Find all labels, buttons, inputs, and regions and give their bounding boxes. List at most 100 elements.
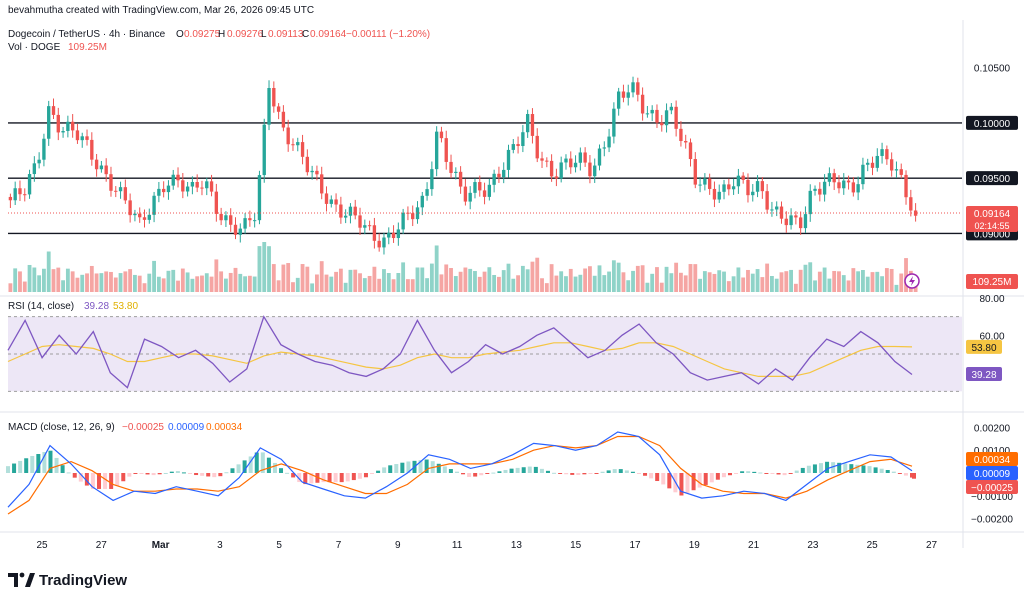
macd-histogram-bar: [442, 466, 447, 473]
candle-body: [631, 82, 635, 93]
macd-histogram-bar: [163, 472, 168, 474]
volume-bar: [65, 268, 70, 292]
volume-bar: [156, 276, 161, 292]
candle-body: [468, 192, 472, 202]
volume-bar: [32, 267, 37, 292]
macd-histogram-bar: [539, 468, 544, 473]
price-tick-label: 0.09000: [974, 229, 1011, 240]
candle-body: [909, 197, 913, 211]
candle-body: [856, 184, 860, 193]
time-axis[interactable]: 25 27 Mar 3 5 7 9 11 13 15 17 19 21 23 25 27: [36, 540, 937, 551]
macd-histogram-bar: [709, 473, 714, 483]
candle-body: [640, 94, 645, 114]
low-value: 0.09113: [268, 29, 304, 40]
macd-histogram-bar: [624, 470, 629, 473]
volume-bar: [401, 262, 406, 292]
candle-body: [420, 195, 424, 208]
macd-histogram-bar: [48, 450, 53, 473]
candle-body: [305, 156, 310, 173]
candle-body: [626, 92, 630, 98]
macd-pane[interactable]: [6, 431, 916, 515]
volume-bar: [655, 267, 659, 292]
macd-histogram-bar: [42, 452, 47, 473]
macd-histogram-bar: [782, 473, 787, 476]
macd-histogram-bar: [351, 473, 356, 481]
rsi-legend-label[interactable]: RSI (14, close): [8, 301, 74, 312]
volume-bar: [300, 264, 305, 292]
macd-histogram-bar: [115, 473, 120, 486]
open-label: O: [176, 29, 184, 40]
candle-body: [655, 109, 659, 123]
volume-bar: [592, 275, 597, 292]
macd-value-box: [966, 466, 1018, 480]
macd-histogram-bar: [357, 473, 362, 479]
volume-bar: [884, 268, 889, 292]
volume-bar: [779, 272, 784, 292]
candle-body: [229, 215, 233, 225]
volume-bar: [755, 269, 760, 292]
price-pane[interactable]: [8, 76, 962, 292]
symbol-title[interactable]: Dogecoin / TetherUS · 4h · Binance: [8, 29, 166, 40]
volume-bar: [200, 275, 204, 292]
macd-histogram-bar: [285, 472, 290, 474]
alert-icon[interactable]: [904, 273, 920, 289]
macd-histogram-bar: [727, 473, 732, 476]
tradingview-logo[interactable]: TradingView: [8, 570, 148, 595]
candle-body: [80, 136, 84, 141]
volume-bar: [765, 263, 770, 292]
time-tick-label: Mar: [152, 540, 170, 551]
volume-bar: [520, 265, 525, 292]
macd-legend-label[interactable]: MACD (close, 12, 26, 9): [8, 422, 115, 433]
candle-body: [798, 217, 803, 229]
volume-bar: [228, 272, 233, 292]
last-price-box: [966, 206, 1018, 232]
candle-body: [516, 144, 520, 147]
volume-bar: [204, 273, 209, 292]
candle-body: [267, 88, 271, 125]
volume-bar: [616, 262, 621, 292]
volume-bar: [415, 267, 420, 292]
volume-bar: [487, 267, 492, 292]
open-value: 0.09275: [184, 29, 221, 40]
macd-histogram-bar: [66, 472, 71, 474]
volume-bar: [554, 275, 559, 292]
volume-bar: [109, 271, 113, 292]
candle-body: [324, 193, 329, 204]
macd-histogram-bar: [734, 473, 739, 474]
volume-bar: [822, 267, 827, 292]
macd-histogram-bar: [303, 473, 308, 485]
macd-histogram-bar: [224, 472, 229, 474]
candle-body: [161, 188, 166, 193]
macd-histogram-bar: [169, 471, 174, 473]
volume-bar: [382, 269, 386, 292]
volume-bar: [286, 263, 291, 292]
price-level-box: [966, 171, 1018, 186]
volume-bar: [420, 267, 425, 292]
last-price-label: 0.09164: [974, 209, 1011, 220]
macd-line: [7, 431, 913, 508]
macd-histogram-bar: [212, 473, 217, 478]
volume-bar: [889, 268, 894, 292]
volume-bar: [837, 271, 841, 292]
volume-bar: [377, 278, 382, 292]
macd-histogram-bar: [436, 463, 441, 473]
candle-body: [765, 191, 769, 210]
macd-histogram-bar: [454, 471, 459, 473]
time-tick-label: 19: [689, 540, 701, 551]
macd-histogram-bar: [194, 473, 199, 476]
candle-body: [118, 187, 123, 192]
candle-body: [252, 220, 257, 222]
candle-body: [525, 114, 530, 133]
candle-body: [109, 174, 113, 191]
volume-bar: [319, 261, 324, 292]
macd-histogram-bar: [867, 466, 872, 473]
rsi-tick-label: 80.00: [979, 294, 1004, 305]
volume-bar: [626, 280, 631, 292]
volume-bar: [674, 262, 679, 292]
macd-histogram-bar: [36, 454, 41, 473]
rsi-pane[interactable]: [7, 315, 962, 392]
macd-histogram-bar: [376, 470, 381, 473]
volume-bar: [85, 273, 89, 292]
volume-bar: [434, 245, 439, 292]
